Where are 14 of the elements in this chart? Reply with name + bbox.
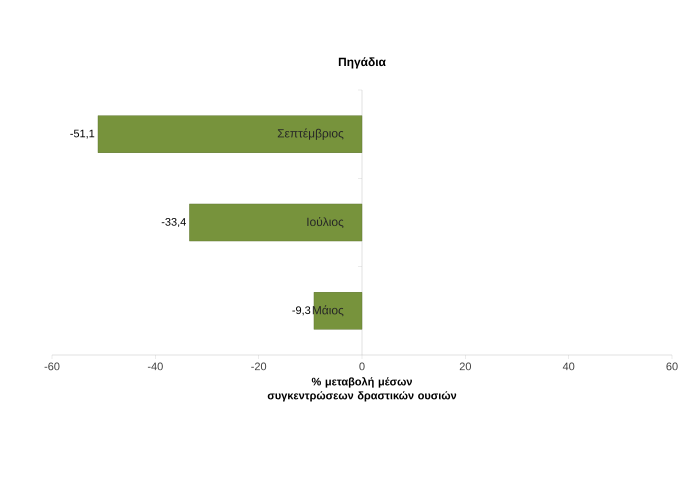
x-tick-label: 40 <box>562 362 574 370</box>
data-label: -33,4 <box>162 218 186 228</box>
y-tick-label: Ιούλιος <box>307 216 344 228</box>
x-tick-label: 0 <box>359 362 365 370</box>
x-tick-label: 60 <box>666 362 678 370</box>
x-tick-label: -20 <box>251 362 266 370</box>
y-tick-label: Σεπτέμβριος <box>278 128 344 140</box>
x-tick-label: 20 <box>460 362 471 370</box>
x-axis-title: % μεταβολή μέσων συγκεντρώσεων δραστικών ουσιών <box>268 377 456 402</box>
chart-title: Πηγάδια <box>338 57 386 68</box>
x-tick-label: -60 <box>44 362 60 370</box>
x-tick-label: -40 <box>148 362 163 370</box>
data-label: -9,3 <box>292 306 310 316</box>
data-label: -51,1 <box>70 130 94 139</box>
